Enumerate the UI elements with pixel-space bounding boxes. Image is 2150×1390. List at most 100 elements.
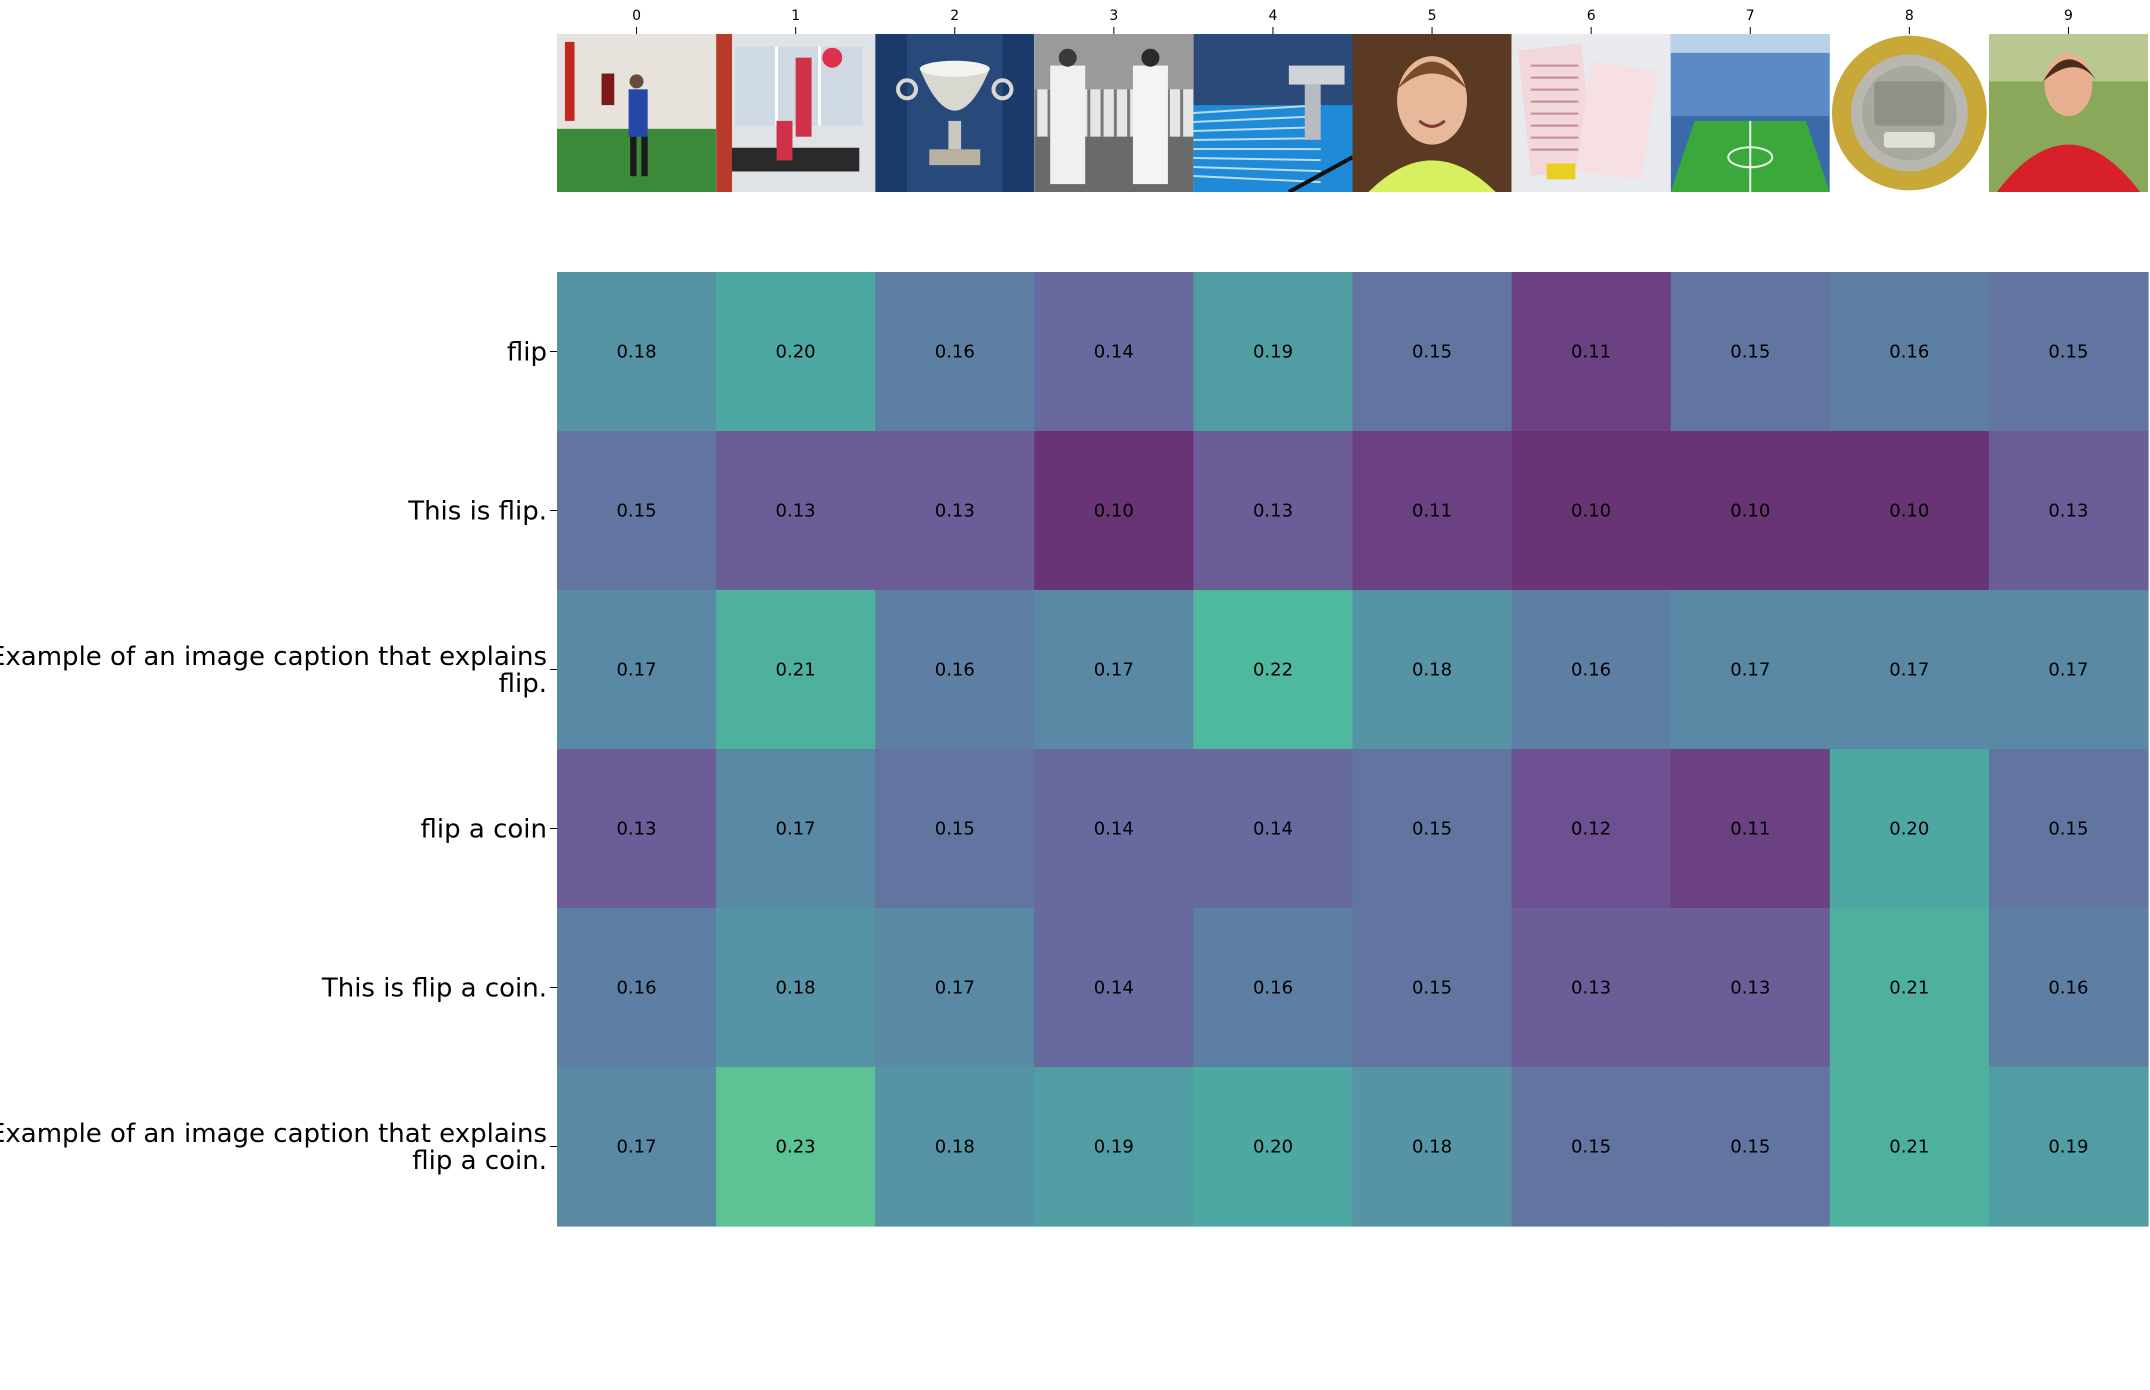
heatmap-cell-r0-c1: [716, 272, 876, 432]
heatmap-cell-r0-c9: [1988, 272, 2149, 432]
cell-value-label: 0.22: [1253, 660, 1293, 681]
heatmap-cell-r3-c6: [1511, 749, 1672, 909]
cell-value-label: 0.17: [2048, 660, 2088, 681]
cell-value-label: 0.16: [616, 978, 656, 999]
column-tick-label: 0: [632, 8, 641, 24]
heatmap-cell-r2-c8: [1829, 590, 1990, 750]
heatmap-cell-r3-c7: [1670, 749, 1831, 909]
cell-value-label: 0.18: [935, 1137, 975, 1158]
cell-value-label: 0.17: [616, 1137, 656, 1158]
heatmap-cell-r2-c3: [1034, 590, 1194, 750]
cell-value-label: 0.18: [616, 342, 656, 363]
heatmap-cell-r2-c1: [716, 590, 876, 750]
heatmap-cell-r5-c2: [875, 1067, 1035, 1227]
cell-value-label: 0.16: [1253, 978, 1293, 999]
column-tick-labels: 0 1 2 3 4 5 6 7 8 9: [632, 8, 2073, 34]
row-label: This is flip.: [407, 497, 547, 527]
row-label: flip a coin.: [412, 1146, 547, 1176]
row-label: flip a coin: [421, 815, 547, 845]
cell-value-label: 0.21: [776, 660, 816, 681]
heatmap-cell-r1-c1: [716, 431, 876, 591]
heatmap-cell-r4-c0: [557, 908, 717, 1068]
heatmap-cell-r0-c8: [1829, 272, 1990, 432]
heatmap-cell-r4-c2: [875, 908, 1035, 1068]
cell-value-label: 0.17: [776, 819, 816, 840]
column-tick-label: 7: [1746, 8, 1755, 24]
heatmap-cells: [557, 272, 2149, 1227]
cell-value-label: 0.11: [1730, 819, 1770, 840]
cell-value-label: 0.13: [776, 501, 816, 522]
cell-value-label: 0.15: [1412, 978, 1452, 999]
heatmap-cell-r1-c9: [1988, 431, 2149, 591]
cell-value-label: 0.20: [776, 342, 816, 363]
column-tick-label: 1: [791, 8, 800, 24]
smiling-athlete-portrait-photo: [1352, 34, 1512, 192]
cell-value-label: 0.16: [1571, 660, 1611, 681]
cell-value-label: 0.10: [1571, 501, 1611, 522]
cell-value-label: 0.16: [935, 342, 975, 363]
heatmap-cell-r0-c5: [1352, 272, 1513, 432]
cell-value-label: 0.11: [1571, 342, 1611, 363]
lottery-tickets-photo: [1511, 34, 1671, 192]
cell-value-label: 0.10: [1730, 501, 1770, 522]
heatmap-cell-r5-c0: [557, 1067, 717, 1227]
cell-value-label: 0.19: [1253, 342, 1293, 363]
cell-value-label: 0.11: [1412, 501, 1452, 522]
cell-value-label: 0.15: [1571, 1137, 1611, 1158]
cell-value-label: 0.19: [2048, 1137, 2088, 1158]
cell-value-label: 0.14: [1094, 978, 1134, 999]
football-stadium-photo: [1670, 34, 1830, 192]
cell-value-label: 0.13: [616, 819, 656, 840]
heatmap-cell-r4-c7: [1670, 908, 1831, 1068]
heatmap-cell-r5-c9: [1988, 1067, 2149, 1227]
heatmap-value-labels: 0.18 0.20 0.16 0.14 0.19 0.15 0.11 0.15 0.16 0.15…: [616, 342, 2088, 1158]
heatmap-cell-r4-c4: [1193, 908, 1354, 1068]
cell-value-label: 0.18: [1412, 660, 1452, 681]
heatmap-cell-r2-c6: [1511, 590, 1672, 750]
heatmap-cell-r1-c4: [1193, 431, 1354, 591]
cell-value-label: 0.15: [1730, 1137, 1770, 1158]
cell-value-label: 0.10: [1094, 501, 1134, 522]
heatmap-cell-r4-c5: [1352, 908, 1513, 1068]
heatmap-cell-r3-c2: [875, 749, 1035, 909]
row-label: Example of an image caption that explain…: [0, 642, 547, 672]
diving-platform-pool-photo: [1193, 34, 1353, 192]
silver-trophy-cup-photo: [875, 34, 1035, 192]
french-20-franc-coin-photo: [1829, 34, 1989, 192]
heatmap-cell-r2-c7: [1670, 590, 1831, 750]
heatmap-cell-r0-c6: [1511, 272, 1672, 432]
heatmap-cell-r5-c4: [1193, 1067, 1354, 1227]
heatmap-cell-r2-c4: [1193, 590, 1354, 750]
heatmap-cell-r0-c2: [875, 272, 1035, 432]
cell-value-label: 0.16: [2048, 978, 2088, 999]
cell-value-label: 0.13: [2048, 501, 2088, 522]
column-image-strip: [557, 34, 2148, 192]
heatmap-cell-r3-c9: [1988, 749, 2149, 909]
soccer-player-red-jersey-photo: [1988, 34, 2148, 192]
cell-value-label: 0.13: [1730, 978, 1770, 999]
heatmap-cell-r1-c7: [1670, 431, 1831, 591]
cell-value-label: 0.10: [1889, 501, 1929, 522]
cell-value-label: 0.13: [1253, 501, 1293, 522]
heatmap-cell-r0-c3: [1034, 272, 1194, 432]
heatmap-cell-r5-c8: [1829, 1067, 1990, 1227]
row-label: flip: [507, 338, 547, 368]
column-tick-label: 9: [2064, 8, 2073, 24]
indoor-sports-practice-photo: [557, 34, 717, 192]
heatmap-cell-r4-c1: [716, 908, 876, 1068]
heatmap-cell-r3-c0: [557, 749, 717, 909]
heatmap-cell-r1-c8: [1829, 431, 1990, 591]
cell-value-label: 0.14: [1253, 819, 1293, 840]
column-tick-label: 6: [1587, 8, 1596, 24]
heatmap-cell-r2-c0: [557, 590, 717, 750]
heatmap-cell-r3-c4: [1193, 749, 1354, 909]
heatmap-cell-r5-c6: [1511, 1067, 1672, 1227]
cell-value-label: 0.21: [1889, 978, 1929, 999]
cell-value-label: 0.18: [1412, 1137, 1452, 1158]
cell-value-label: 0.15: [2048, 819, 2088, 840]
cell-value-label: 0.16: [935, 660, 975, 681]
cell-value-label: 0.15: [2048, 342, 2088, 363]
heatmap-cell-r4-c9: [1988, 908, 2149, 1068]
row-label: Example of an image caption that explain…: [0, 1119, 547, 1149]
